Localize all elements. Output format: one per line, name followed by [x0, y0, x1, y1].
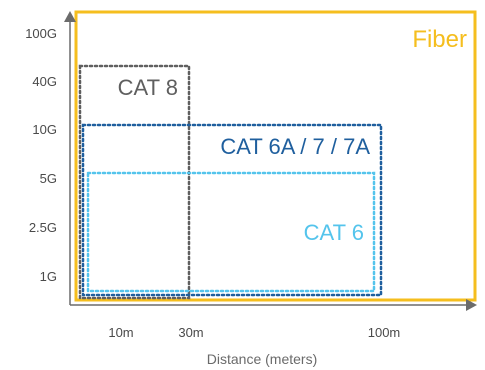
- x-tick-label: 100m: [368, 325, 401, 340]
- label-cat-8: CAT 8: [118, 75, 178, 100]
- label-cat-6a-7-7a: CAT 6A / 7 / 7A: [220, 134, 370, 159]
- y-tick-label: 2.5G: [29, 220, 57, 235]
- region-cat-6a-7-7a: [81, 123, 383, 297]
- x-tick-label: 30m: [178, 325, 203, 340]
- region-cat-6: [86, 171, 376, 293]
- x-axis-arrow: [466, 299, 477, 311]
- label-cat-6: CAT 6: [304, 220, 364, 245]
- region-cat-8: [78, 64, 191, 300]
- y-tick-label: 100G: [25, 26, 57, 41]
- y-tick-label: 1G: [40, 269, 57, 284]
- x-tick-label: 10m: [108, 325, 133, 340]
- y-axis-arrow: [64, 11, 76, 22]
- x-axis-title: Distance (meters): [207, 351, 317, 367]
- label-fiber: Fiber: [412, 26, 467, 53]
- y-tick-label: 40G: [32, 74, 57, 89]
- y-tick-label: 5G: [40, 171, 57, 186]
- region-fiber: [74, 10, 477, 302]
- y-tick-label: 10G: [32, 122, 57, 137]
